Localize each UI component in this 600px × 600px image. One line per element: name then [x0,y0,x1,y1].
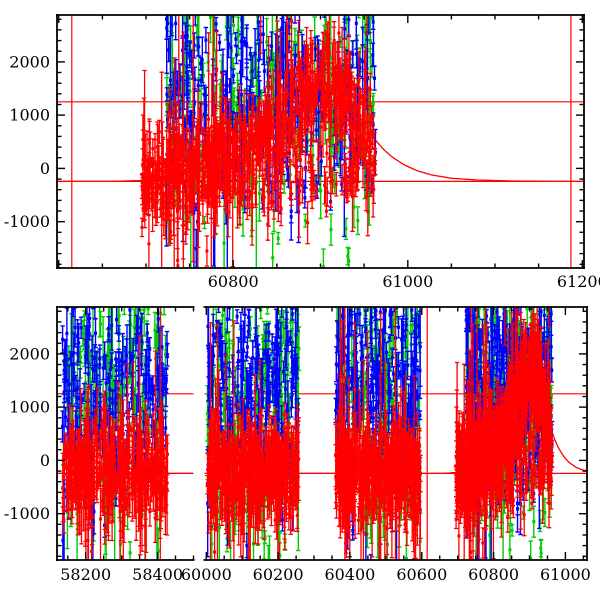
x-tick-label: 58200 [60,565,111,584]
y-tick-label: 1000 [9,398,50,417]
axis-labels: 60800 61000 61200 2000 1000 0 -1000 [4,52,600,291]
x-tick-label: 60600 [396,565,447,584]
series-red-cluster-B [205,320,301,560]
axis-ticks [57,307,587,560]
y-tick-label: -1000 [4,504,50,523]
x-tick-label: 60400 [324,565,375,584]
x-tick-label: 61000 [382,272,433,291]
top-panel: 60800 61000 61200 2000 1000 0 -1000 [4,14,600,291]
x-tick-label: 61200 [557,272,600,291]
plot-area [57,307,587,560]
y-tick-label: 0 [40,451,50,470]
x-tick-label: 61000 [540,565,591,584]
y-tick-label: 1000 [9,106,50,125]
axis-ticks [57,15,584,268]
x-tick-label: 60800 [208,272,259,291]
x-tick-label: 58400 [132,565,183,584]
x-tick-label: 60000 [181,565,232,584]
plot-area [57,15,584,268]
series-red-cluster-D [139,15,378,268]
series-red-cluster-D [453,307,555,560]
y-tick-label: 0 [40,159,50,178]
x-tick-label: 60800 [468,565,519,584]
y-tick-label: 2000 [9,52,50,71]
y-tick-label: 2000 [9,344,50,363]
y-tick-label: -1000 [4,212,50,231]
series-red-cluster-C [333,307,423,560]
x-tick-label: 60200 [253,565,304,584]
series-red-cluster-A [60,307,170,560]
plot-frame [56,306,588,561]
